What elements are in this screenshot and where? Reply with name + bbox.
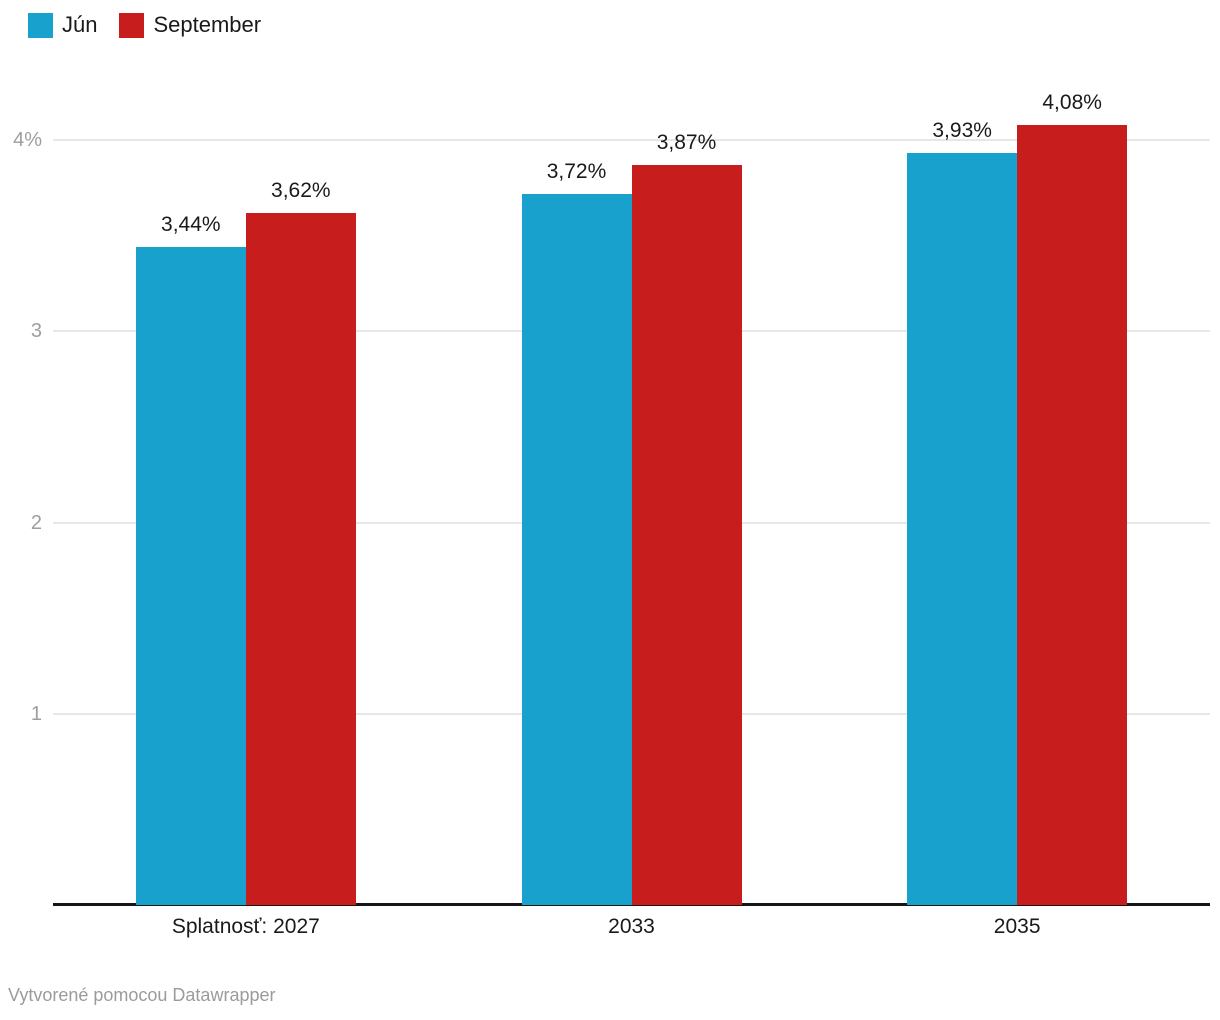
value-label: 4,08% xyxy=(1042,90,1102,114)
value-label: 3,62% xyxy=(271,178,331,202)
legend-swatch-icon xyxy=(28,12,53,38)
bar-series-2-group-1 xyxy=(245,212,356,905)
bar-series-2-group-3 xyxy=(1017,124,1128,905)
legend-item-2: September xyxy=(119,11,261,39)
y-axis-tick-label: 3 xyxy=(30,320,42,343)
bar-series-2-group-2 xyxy=(631,164,742,905)
value-label: 3,87% xyxy=(656,130,717,154)
value-label: 3,93% xyxy=(932,119,992,143)
legend-label: September xyxy=(153,12,262,37)
attribution-text: Vytvorené pomocou Datawrapper xyxy=(8,985,276,1005)
legend: Jún September xyxy=(28,11,261,39)
legend-label: Jún xyxy=(62,12,98,37)
bar-series-1-group-3 xyxy=(907,153,1018,905)
y-axis-tick-label: 4% xyxy=(13,129,42,151)
y-axis-tick-label: 1 xyxy=(30,702,42,725)
y-axis-tick-label: 2 xyxy=(30,511,42,534)
x-axis-category-label: 2033 xyxy=(608,915,655,938)
value-label: 3,72% xyxy=(546,159,607,183)
bar-series-1-group-2 xyxy=(521,193,632,905)
x-axis-category-label: Splatnosť: 2027 xyxy=(171,915,320,938)
gridline-4 xyxy=(53,139,1210,141)
bar-series-1-group-1 xyxy=(135,247,246,905)
value-label: 3,44% xyxy=(161,213,221,237)
legend-item-1: Jún xyxy=(28,11,97,39)
x-axis-category-label: 2035 xyxy=(993,915,1041,938)
legend-swatch-icon xyxy=(119,12,145,38)
